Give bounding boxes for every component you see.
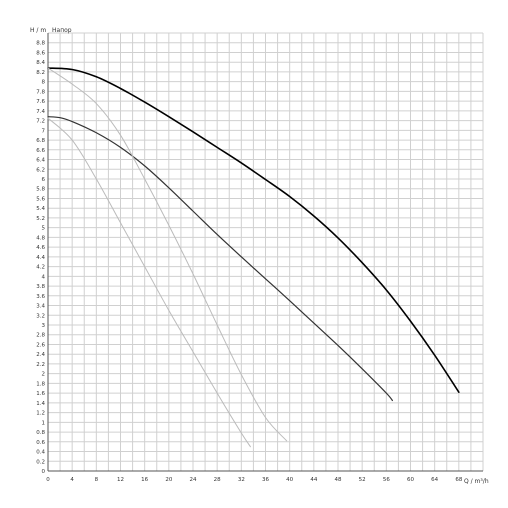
- x-tick-label: 52: [359, 477, 366, 483]
- x-tick-label: 48: [335, 477, 342, 483]
- series-group: [47, 67, 460, 448]
- y-tick-label: 6: [42, 177, 46, 183]
- y-tick-label: 7.2: [36, 119, 45, 125]
- y-tick-label: 8.2: [36, 70, 45, 76]
- y-tick-label: 5.6: [36, 196, 45, 202]
- x-tick-label: 68: [455, 477, 462, 483]
- x-tick-label: 12: [117, 477, 124, 483]
- y-tick-label: 1: [42, 420, 46, 426]
- x-tick-label: 40: [286, 477, 293, 483]
- y-tick-label: 1.4: [36, 401, 45, 407]
- x-tick-label: 20: [165, 477, 172, 483]
- y-tick-label: 4.2: [36, 265, 45, 271]
- series-line-3: [47, 67, 288, 442]
- x-tick-label: 28: [214, 477, 221, 483]
- x-tick-label: 36: [262, 477, 269, 483]
- y-tick-label: 3.8: [36, 284, 45, 290]
- y-tick-label: 3: [42, 323, 46, 329]
- x-tick-label: 4: [70, 477, 74, 483]
- y-tick-label: 3.6: [36, 294, 45, 300]
- series-line-1: [47, 67, 460, 393]
- y-tick-label: 2.8: [36, 333, 45, 339]
- y-tick-label: 7.4: [36, 109, 45, 115]
- y-axis-label: H / m: [30, 27, 46, 34]
- y-tick-label: 8.8: [36, 41, 45, 47]
- x-tick-label: 64: [431, 477, 438, 483]
- y-tick-label: 4: [42, 274, 46, 280]
- y-tick-label: 6.6: [36, 148, 45, 154]
- series-line-4: [47, 117, 251, 448]
- y-tick-label: 5: [42, 226, 46, 232]
- y-tick-label: 7.6: [36, 99, 45, 105]
- y-tick-label: 8.4: [36, 60, 45, 66]
- y-tick-label: 6.8: [36, 138, 45, 144]
- x-tick-label: 24: [190, 477, 197, 483]
- axes: [47, 33, 483, 472]
- y-tick-label: 2.6: [36, 342, 45, 348]
- tick-labels: 0 4 8 12 16 20 24 28 32 36 40 44 48 52 56 60 64 6800.20.4…: [36, 41, 463, 483]
- y-tick-label: 6.2: [36, 167, 45, 173]
- y-tick-label: 7: [42, 128, 46, 134]
- y-tick-label: 5.4: [36, 206, 45, 212]
- y-tick-label: 4.6: [36, 245, 45, 251]
- y-tick-label: 0: [42, 469, 46, 475]
- series-line-2: [47, 116, 393, 402]
- y-tick-label: 3.2: [36, 313, 45, 319]
- y-tick-label: 2.2: [36, 362, 45, 368]
- y-tick-label: 5.2: [36, 216, 45, 222]
- y-tick-label: 0.4: [36, 450, 45, 456]
- y-tick-label: 1.2: [36, 411, 45, 417]
- y-tick-label: 8: [42, 80, 46, 86]
- y-tick-label: 6.4: [36, 158, 45, 164]
- x-tick-label: 16: [141, 477, 148, 483]
- y-tick-label: 8.6: [36, 50, 45, 56]
- x-tick-label: 32: [238, 477, 245, 483]
- x-axis-label: Q / m³/h: [464, 478, 489, 485]
- y-tick-label: 0.2: [36, 459, 45, 465]
- y-tick-label: 3.4: [36, 304, 45, 310]
- y-tick-label: 2: [42, 372, 46, 378]
- y-tick-label: 0.6: [36, 440, 45, 446]
- y-tick-label: 2.4: [36, 352, 45, 358]
- y-tick-label: 4.8: [36, 235, 45, 241]
- x-tick-label: 44: [310, 477, 317, 483]
- x-tick-label: 56: [383, 477, 390, 483]
- y-axis-title: Напор: [52, 27, 72, 34]
- y-tick-label: 1.6: [36, 391, 45, 397]
- grid: [47, 32, 484, 472]
- y-tick-label: 7.8: [36, 89, 45, 95]
- y-tick-label: 0.8: [36, 430, 45, 436]
- x-tick-label: 60: [407, 477, 414, 483]
- y-tick-label: 1.8: [36, 381, 45, 387]
- x-tick-label: 0: [46, 477, 50, 483]
- y-tick-label: 4.4: [36, 255, 45, 261]
- y-tick-label: 5.8: [36, 187, 45, 193]
- x-tick-label: 8: [95, 477, 99, 483]
